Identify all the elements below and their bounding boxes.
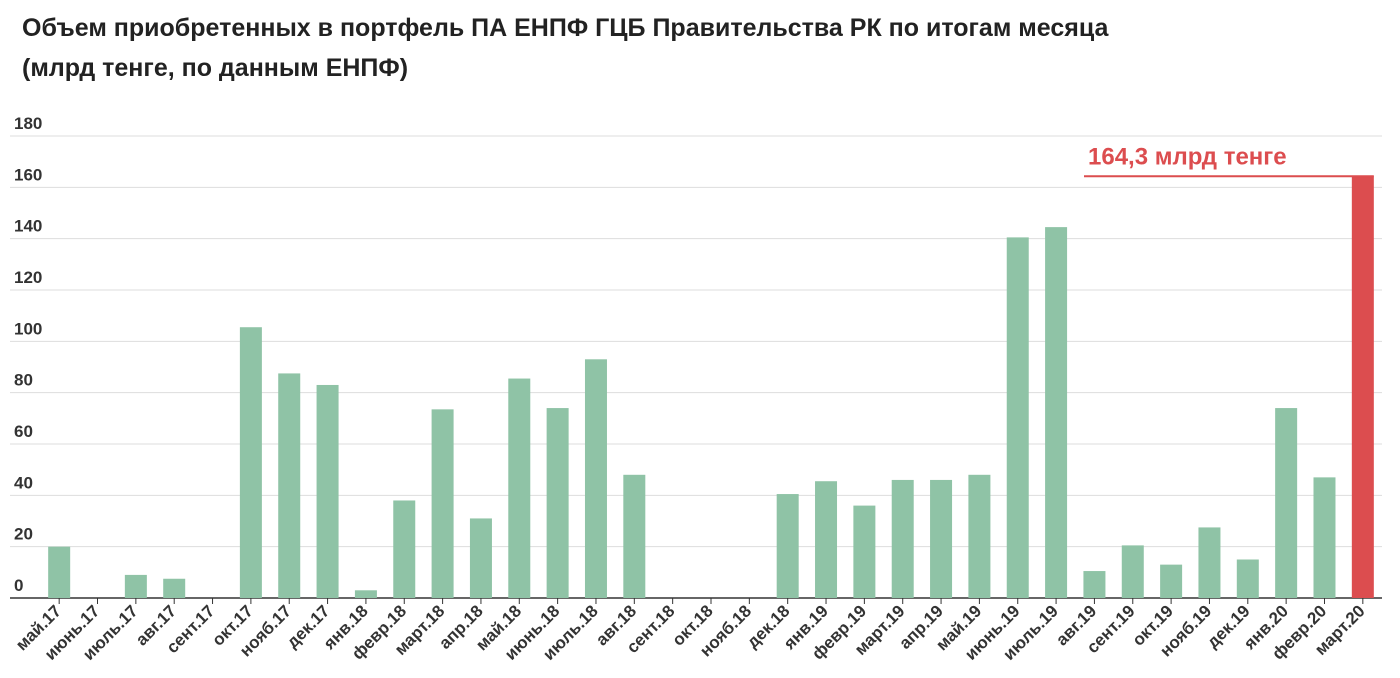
annotation-label: 164,3 млрд тенге (1088, 143, 1287, 170)
y-tick-label: 160 (14, 165, 42, 184)
bar-дек.18 (776, 494, 799, 598)
bar-июнь.18 (546, 408, 569, 598)
y-tick-label: 80 (14, 371, 33, 390)
bar-апр.18 (469, 518, 492, 598)
annotation: 164,3 млрд тенге (1084, 143, 1374, 178)
bar-март.20 (1351, 176, 1374, 598)
bar-авг.17 (163, 578, 186, 598)
y-tick-label: 40 (14, 473, 33, 492)
bar-июль.18 (584, 359, 607, 598)
bar-июль.19 (1045, 227, 1068, 598)
bars (48, 176, 1374, 598)
y-tick-label: 60 (14, 422, 33, 441)
bar-янв.19 (815, 481, 838, 598)
bar-окт.19 (1160, 564, 1183, 598)
bar-нояб.19 (1198, 527, 1221, 598)
bar-март.18 (431, 409, 454, 598)
y-tick-label: 0 (14, 576, 23, 595)
bar-май.18 (508, 378, 531, 598)
gridlines (10, 135, 1382, 599)
chart-title-line1: Объем приобретенных в портфель ПА ЕНПФ Г… (22, 14, 1109, 42)
bar-май.19 (968, 474, 991, 598)
y-tick-label: 100 (14, 319, 42, 338)
bar-авг.19 (1083, 571, 1106, 598)
y-tick-label: 120 (14, 268, 42, 287)
bar-июнь.19 (1006, 237, 1029, 598)
chart-title-line2: (млрд тенге, по данным ЕНПФ) (22, 54, 409, 82)
bar-окт.17 (239, 327, 262, 598)
bar-май.17 (48, 546, 71, 598)
bar-февр.19 (853, 505, 876, 598)
y-tick-label: 180 (14, 114, 42, 133)
bar-янв.18 (354, 590, 377, 598)
x-axis: май.17июнь.17июль.17авг.17сент.17окт.17н… (12, 598, 1369, 664)
bar-февр.20 (1313, 477, 1336, 598)
bar-июль.17 (124, 574, 147, 598)
bar-авг.18 (623, 474, 646, 598)
bar-дек.19 (1236, 559, 1259, 598)
bar-апр.19 (930, 479, 953, 598)
y-axis: 0 20 40 60 80 100 120 140 160 180 (14, 114, 42, 595)
y-tick-label: 20 (14, 525, 33, 544)
bar-февр.18 (393, 500, 416, 598)
bar-дек.17 (316, 384, 339, 598)
bar-янв.20 (1275, 408, 1298, 598)
bar-нояб.17 (278, 373, 301, 598)
chart-title: Объем приобретенных в портфель ПА ЕНПФ Г… (22, 8, 1382, 88)
bar-март.19 (891, 479, 914, 598)
bar-сент.19 (1121, 545, 1144, 598)
y-tick-label: 140 (14, 217, 42, 236)
